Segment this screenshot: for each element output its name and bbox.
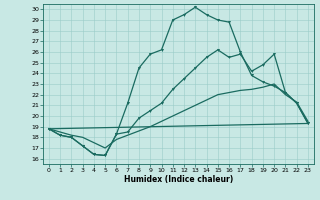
X-axis label: Humidex (Indice chaleur): Humidex (Indice chaleur) [124, 175, 233, 184]
